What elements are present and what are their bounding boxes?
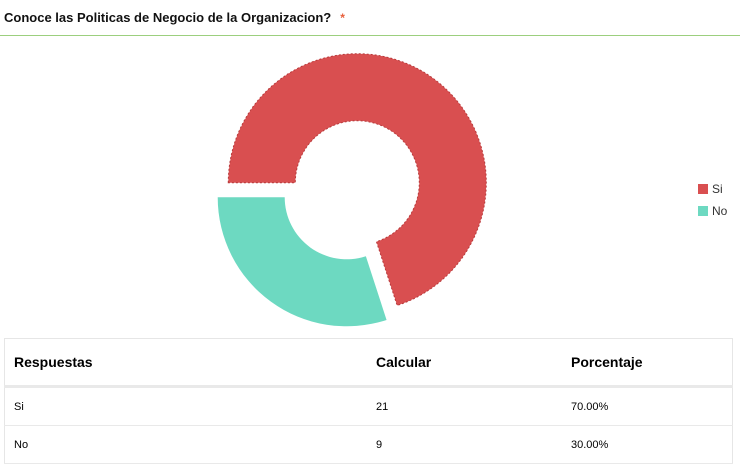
legend-swatch-no <box>698 206 708 216</box>
required-marker: * <box>340 11 345 25</box>
table-header-row: Respuestas Calcular Porcentaje <box>4 338 733 388</box>
header-calcular: Calcular <box>367 338 562 388</box>
legend-label-si: Si <box>712 182 723 196</box>
legend-item-no[interactable]: No <box>698 200 727 222</box>
cell-porcentaje: 30.00% <box>562 425 733 464</box>
donut-slice-no[interactable] <box>217 197 387 327</box>
cell-respuesta: No <box>4 425 367 464</box>
header-respuestas: Respuestas <box>4 338 367 388</box>
question-header: Conoce las Politicas de Negocio de la Or… <box>0 0 740 36</box>
donut-slice-si[interactable] <box>227 53 487 307</box>
cell-calcular: 9 <box>367 425 562 464</box>
donut-chart <box>217 53 487 327</box>
legend-label-no: No <box>712 204 728 218</box>
cell-respuesta: Si <box>4 386 367 426</box>
chart-legend: Si No <box>698 178 727 222</box>
cell-calcular: 21 <box>367 386 562 426</box>
results-table: Respuestas Calcular Porcentaje Si 21 70.… <box>4 338 733 464</box>
legend-item-si[interactable]: Si <box>698 178 727 200</box>
table-row: Si 21 70.00% <box>4 386 733 426</box>
table-row: No 9 30.00% <box>4 425 733 464</box>
question-title: Conoce las Politicas de Negocio de la Or… <box>4 10 345 25</box>
header-porcentaje: Porcentaje <box>562 338 733 388</box>
legend-swatch-si <box>698 184 708 194</box>
question-title-text: Conoce las Politicas de Negocio de la Or… <box>4 10 332 25</box>
cell-porcentaje: 70.00% <box>562 386 733 426</box>
